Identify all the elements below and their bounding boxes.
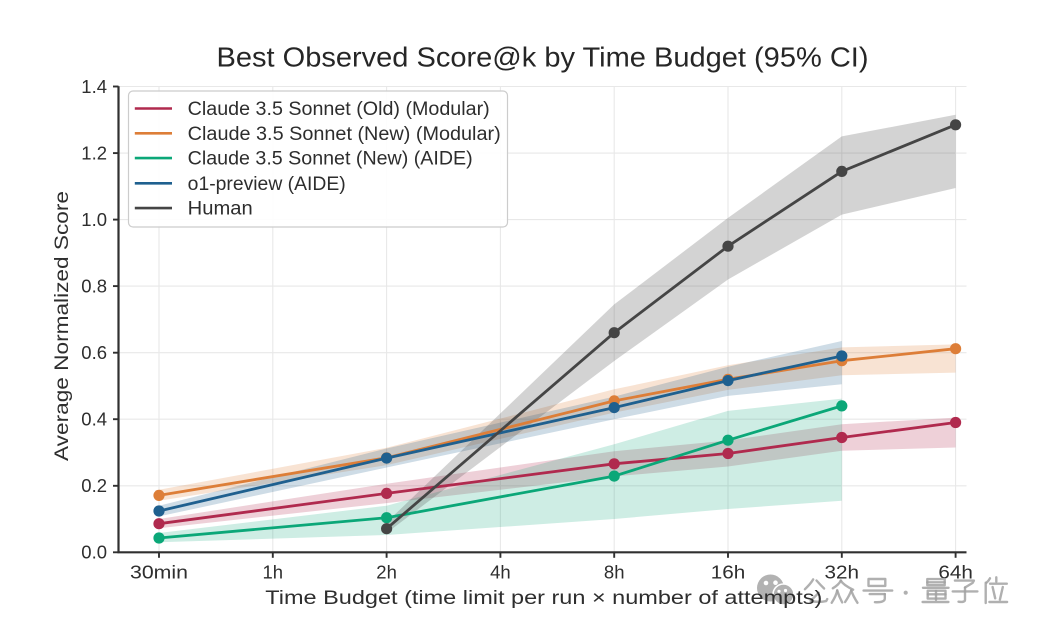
svg-text:0.4: 0.4 bbox=[81, 409, 107, 430]
svg-text:1h: 1h bbox=[263, 562, 284, 583]
svg-text:1.4: 1.4 bbox=[81, 76, 107, 97]
svg-text:Human: Human bbox=[188, 199, 253, 220]
svg-text:8h: 8h bbox=[604, 562, 625, 583]
svg-text:1.0: 1.0 bbox=[81, 209, 107, 230]
svg-text:Claude 3.5 Sonnet (New) (AIDE): Claude 3.5 Sonnet (New) (AIDE) bbox=[188, 149, 473, 170]
svg-text:Average Normalized Score: Average Normalized Score bbox=[51, 191, 73, 461]
svg-text:4h: 4h bbox=[490, 562, 511, 583]
svg-text:0.2: 0.2 bbox=[81, 475, 107, 496]
svg-text:Best Observed Score@k by Time: Best Observed Score@k by Time Budget (95… bbox=[217, 42, 869, 73]
svg-text:30min: 30min bbox=[130, 562, 188, 583]
svg-text:o1-preview (AIDE): o1-preview (AIDE) bbox=[188, 174, 346, 195]
svg-text:16h: 16h bbox=[711, 562, 746, 583]
svg-text:0.8: 0.8 bbox=[81, 276, 107, 297]
svg-text:32h: 32h bbox=[825, 562, 860, 583]
svg-text:1.2: 1.2 bbox=[81, 143, 107, 164]
svg-text:Claude 3.5 Sonnet (New) (Modul: Claude 3.5 Sonnet (New) (Modular) bbox=[188, 124, 501, 145]
svg-text:Claude 3.5 Sonnet (Old) (Modul: Claude 3.5 Sonnet (Old) (Modular) bbox=[188, 99, 490, 120]
svg-text:64h: 64h bbox=[938, 562, 973, 583]
svg-text:0.6: 0.6 bbox=[81, 342, 107, 363]
svg-text:0.0: 0.0 bbox=[81, 542, 107, 563]
svg-text:Time Budget (time limit per ru: Time Budget (time limit per run × number… bbox=[265, 587, 822, 609]
svg-text:2h: 2h bbox=[376, 562, 397, 583]
